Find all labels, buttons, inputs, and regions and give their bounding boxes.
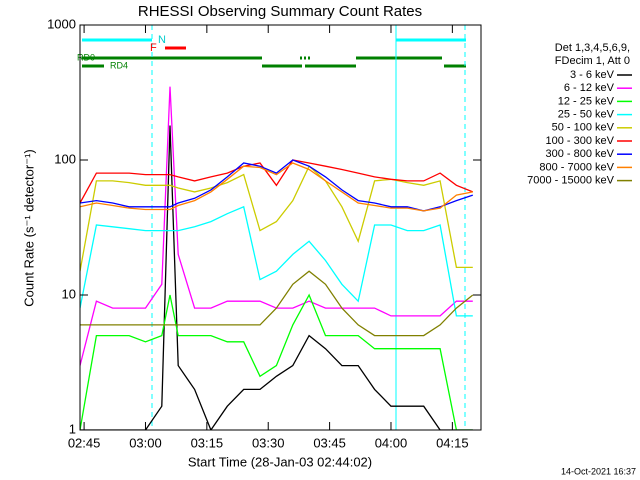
annotation: RD4: [110, 60, 128, 70]
legend-label: 12 - 25 keV: [558, 95, 615, 107]
x-tick-label: 03:00: [129, 435, 162, 450]
series-line: [80, 125, 473, 430]
legend-label: 300 - 800 keV: [546, 148, 615, 160]
y-tick-label: 1000: [47, 16, 76, 31]
legend-label: 100 - 300 keV: [546, 135, 615, 147]
x-axis-label: Start Time (28-Jan-03 02:44:02): [188, 454, 372, 469]
annotation: N: [158, 34, 166, 46]
series-layer: [80, 86, 474, 430]
series-line: [80, 159, 474, 212]
series-line: [80, 293, 473, 430]
x-tick-label: 02:45: [68, 435, 101, 450]
y-tick-label: 10: [62, 286, 76, 301]
y-axis-label: Count Rate (s⁻¹ detector⁻¹): [21, 149, 36, 307]
x-tick-label: 04:15: [436, 435, 469, 450]
annotation: RD0: [77, 52, 95, 62]
series-line: [80, 86, 473, 366]
series-line: [80, 205, 473, 317]
x-tick-label: 03:15: [191, 435, 224, 450]
legend-header: Det 1,3,4,5,6,9,: [555, 42, 630, 54]
legend-label: 7000 - 15000 keV: [527, 175, 615, 187]
legend-label: 50 - 100 keV: [552, 122, 615, 134]
x-tick-label: 04:00: [375, 435, 408, 450]
series-line: [80, 159, 474, 204]
footer: 14-Oct-2021 16:37: [561, 466, 636, 476]
y-tick-label: 1: [69, 421, 76, 436]
legend-header: FDecim 1, Att 0: [555, 55, 630, 67]
series-line: [80, 162, 473, 212]
x-tick-label: 03:45: [313, 435, 346, 450]
plot-frame: [79, 24, 482, 431]
series-line: [80, 270, 474, 337]
legend-label: 6 - 12 keV: [564, 82, 615, 94]
y-tick-label: 100: [54, 151, 76, 166]
legend-label: 800 - 7000 keV: [539, 161, 614, 173]
legend-label: 3 - 6 keV: [570, 69, 615, 81]
annotation: F: [150, 42, 157, 54]
legend-label: 25 - 50 keV: [558, 109, 615, 121]
series-line: [80, 165, 473, 272]
state-bars: [82, 25, 466, 430]
chart-title: RHESSI Observing Summary Count Rates: [138, 3, 422, 20]
x-tick-label: 03:30: [252, 435, 285, 450]
